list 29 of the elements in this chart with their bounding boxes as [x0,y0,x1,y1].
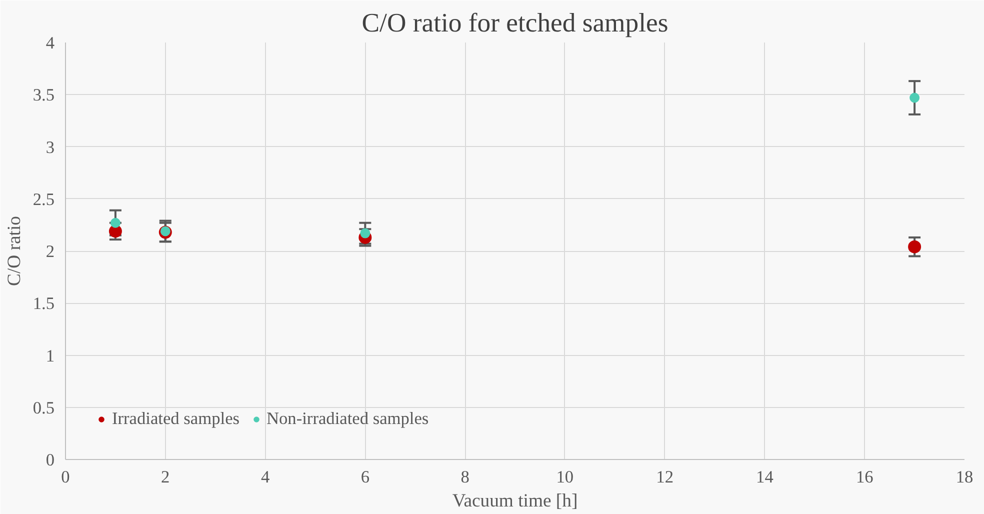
x-tick-label: 6 [360,468,370,486]
legend-label: Irradiated samples [112,409,240,429]
point [110,218,120,228]
point [908,240,922,254]
x-axis-title: Vacuum time [h] [452,490,578,512]
x-tick-label: 14 [756,468,774,486]
y-tick-label: 3 [46,138,55,157]
y-tick-label: 2.5 [32,190,55,209]
x-tick-label: 4 [260,468,270,486]
x-tick-label: 2 [161,468,170,486]
y-tick-label: 0.5 [32,398,55,418]
x-tick-label: 12 [656,468,674,486]
y-axis-title: C/O ratio [4,216,25,286]
legend-label: Non-irradiated samples [266,409,429,429]
y-tick-label: 3.5 [32,86,55,105]
y-tick-label: 4 [46,34,55,52]
y-tick-label: 2 [46,242,55,261]
point [910,92,920,103]
y-tick-label: 1 [46,346,55,366]
x-tick-label: 16 [856,468,874,486]
point [160,226,170,236]
point [360,228,370,238]
x-tick-label: 0 [61,468,70,486]
chart-title: C/O ratio for etched samples [362,8,668,38]
x-tick-label: 10 [556,468,574,486]
x-tick-label: 8 [460,468,470,486]
x-tick-label: 18 [956,468,974,486]
y-tick-label: 0 [46,450,55,470]
y-tick-label: 1.5 [32,294,55,314]
